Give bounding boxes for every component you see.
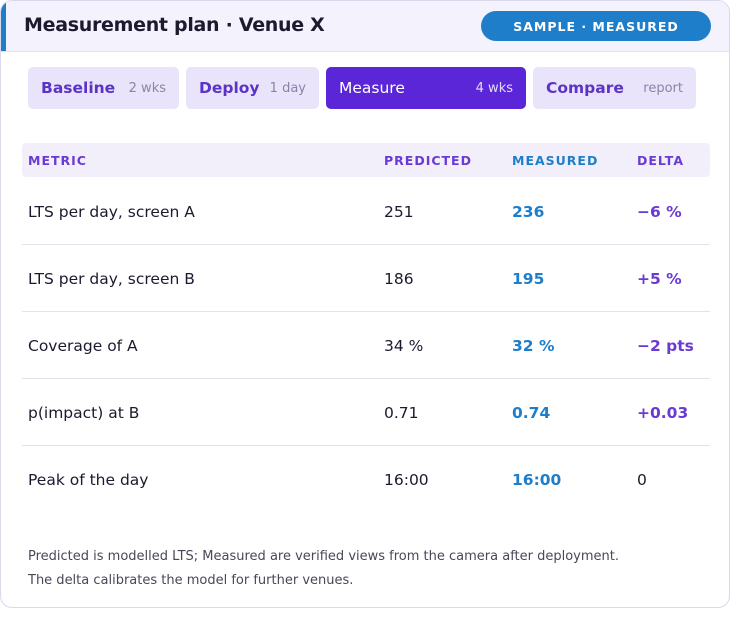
table-row: p(impact) at B 0.71 0.74 +0.03 [22, 378, 710, 446]
table-row: Peak of the day 16:00 16:00 0 [22, 445, 710, 512]
delta-cell: −6 % [637, 203, 682, 221]
status-badge: SAMPLE · MEASURED [481, 11, 711, 41]
phase-tab-baseline[interactable]: Baseline 2 wks [28, 67, 179, 109]
predicted-cell: 0.71 [384, 404, 419, 422]
measured-cell: 0.74 [512, 404, 551, 422]
phase-name: Measure [339, 79, 405, 97]
table-row: Coverage of A 34 % 32 % −2 pts [22, 311, 710, 379]
metric-cell: Coverage of A [28, 337, 138, 355]
header-accent-bar [1, 1, 6, 51]
column-header-metric: METRIC [28, 153, 87, 168]
table-row: LTS per day, screen B 186 195 +5 % [22, 244, 710, 312]
table-row: LTS per day, screen A 251 236 −6 % [22, 177, 710, 245]
predicted-cell: 16:00 [384, 471, 429, 489]
predicted-cell: 251 [384, 203, 414, 221]
phase-name: Baseline [41, 79, 116, 97]
predicted-cell: 186 [384, 270, 414, 288]
phase-duration: 2 wks [128, 80, 166, 96]
table-header: METRIC PREDICTED MEASURED DELTA [22, 143, 710, 177]
phase-duration: report [643, 80, 683, 96]
delta-cell: +5 % [637, 270, 682, 288]
metric-cell: LTS per day, screen B [28, 270, 195, 288]
phase-duration: 1 day [269, 80, 306, 96]
phase-name: Deploy [199, 79, 260, 97]
phase-tab-compare[interactable]: Compare report [533, 67, 696, 109]
metric-cell: p(impact) at B [28, 404, 140, 422]
column-header-measured: MEASURED [512, 153, 599, 168]
footnote-line-2: The delta calibrates the model for furth… [28, 573, 354, 588]
column-header-delta: DELTA [637, 153, 685, 168]
card-header: Measurement plan · Venue X SAMPLE · MEAS… [1, 1, 729, 52]
footnote-line-1: Predicted is modelled LTS; Measured are … [28, 549, 620, 564]
measured-cell: 16:00 [512, 471, 562, 489]
measured-cell: 195 [512, 270, 545, 288]
page-title: Measurement plan · Venue X [24, 14, 325, 36]
delta-cell: 0 [637, 471, 647, 489]
phase-tab-measure[interactable]: Measure 4 wks [326, 67, 526, 109]
metric-cell: Peak of the day [28, 471, 149, 489]
column-header-predicted: PREDICTED [384, 153, 472, 168]
phase-duration: 4 wks [475, 80, 513, 96]
measured-cell: 236 [512, 203, 545, 221]
delta-cell: +0.03 [637, 404, 689, 422]
measured-cell: 32 % [512, 337, 555, 355]
predicted-cell: 34 % [384, 337, 424, 355]
delta-cell: −2 pts [637, 337, 694, 355]
phase-tab-deploy[interactable]: Deploy 1 day [186, 67, 319, 109]
phase-name: Compare [546, 79, 624, 97]
metric-cell: LTS per day, screen A [28, 203, 195, 221]
